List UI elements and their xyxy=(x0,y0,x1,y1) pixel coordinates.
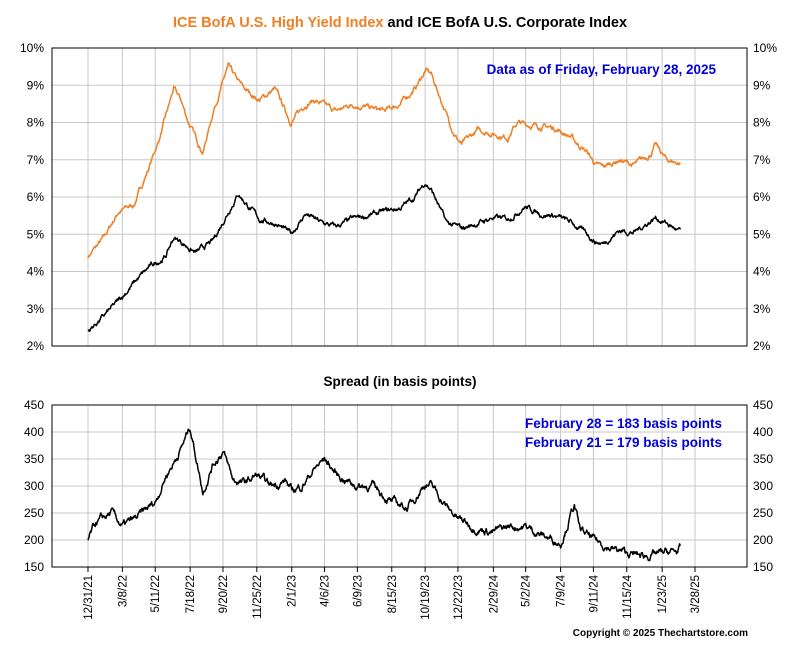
high_yield-line xyxy=(87,62,681,259)
top-y-axis-ticks: 2% 2% 3% 3% 4% 4% 5% 5% 6% 6% 7% 7% 8% 8% 9% 9% 10% 10% xyxy=(20,41,777,353)
top-y-tick-right: 2% xyxy=(753,339,771,353)
bottom-y-tick-left: 250 xyxy=(24,506,44,520)
x-tick-label: 8/15/23 xyxy=(387,575,399,613)
top-y-tick-right: 3% xyxy=(753,302,771,316)
x-tick-label: 7/9/24 xyxy=(556,574,568,607)
title-high-yield: ICE BofA U.S. High Yield Index xyxy=(173,15,384,31)
bottom-y-tick-right: 450 xyxy=(753,398,773,412)
spread-annotation-feb21: February 21 = 179 basis points xyxy=(525,435,722,450)
bottom-y-tick-left: 450 xyxy=(24,398,44,412)
top-y-tick-right: 10% xyxy=(753,41,777,55)
bottom-y-tick-left: 350 xyxy=(24,452,44,466)
x-tick-label: 12/31/21 xyxy=(83,575,95,620)
top-y-tick-right: 4% xyxy=(753,265,771,279)
spread-line xyxy=(87,428,681,562)
x-tick-label: 3/8/22 xyxy=(117,575,129,607)
top-grid xyxy=(52,48,747,346)
top-y-tick-right: 7% xyxy=(753,153,771,167)
corporate-line xyxy=(87,184,682,332)
top-y-tick-right: 8% xyxy=(753,116,771,130)
top-y-tick-left: 3% xyxy=(27,302,45,316)
top-y-tick-left: 7% xyxy=(27,153,45,167)
title-corporate: and ICE BofA U.S. Corporate Index xyxy=(383,15,627,31)
x-tick-label: 3/28/25 xyxy=(690,575,702,613)
bottom-y-tick-left: 400 xyxy=(24,425,44,439)
spread-annotation-feb28: February 28 = 183 basis points xyxy=(525,416,722,431)
x-tick-label: 2/1/23 xyxy=(287,575,299,607)
bottom-plot-frame xyxy=(51,404,748,568)
top-y-tick-right: 9% xyxy=(753,78,771,92)
x-tick-label: 10/19/23 xyxy=(420,575,432,620)
top-y-tick-left: 6% xyxy=(27,190,45,204)
top-y-tick-left: 2% xyxy=(27,339,45,353)
bottom-y-axis-ticks: 150 150 200 200 250 250 300 300 350 350 400 400 450 4… xyxy=(24,398,773,574)
bottom-y-tick-left: 150 xyxy=(24,560,44,574)
top-y-tick-right: 6% xyxy=(753,190,771,204)
top-y-tick-left: 8% xyxy=(27,116,45,130)
top-y-tick-left: 4% xyxy=(27,265,45,279)
spread-chart-title: Spread (in basis points) xyxy=(323,374,476,389)
x-tick-label: 4/6/23 xyxy=(320,575,332,607)
top-plot-frame xyxy=(51,47,748,347)
top-y-tick-right: 5% xyxy=(753,227,771,241)
bottom-y-tick-right: 150 xyxy=(753,560,773,574)
x-tick-label: 11/25/22 xyxy=(252,575,264,619)
bottom-y-tick-right: 250 xyxy=(753,506,773,520)
x-tick-label: 11/15/24 xyxy=(622,574,634,619)
x-tick-label: 9/11/24 xyxy=(588,574,600,612)
x-tick-label: 5/11/22 xyxy=(150,575,162,613)
top-y-tick-left: 9% xyxy=(27,78,45,92)
top-y-tick-left: 5% xyxy=(27,227,45,241)
top-chart-title: ICE BofA U.S. High Yield Index and ICE B… xyxy=(173,15,627,31)
bottom-y-tick-right: 300 xyxy=(753,479,773,493)
data-date-annotation: Data as of Friday, February 28, 2025 xyxy=(487,62,717,77)
top-y-tick-left: 10% xyxy=(20,41,44,55)
x-tick-label: 7/18/22 xyxy=(185,575,197,613)
x-tick-label: 9/20/22 xyxy=(218,575,230,613)
x-tick-label: 2/29/24 xyxy=(488,574,500,613)
x-tick-label: 1/23/25 xyxy=(657,575,669,613)
bottom-series xyxy=(87,428,681,562)
x-tick-label: 5/2/24 xyxy=(521,574,533,607)
x-tick-label: 6/9/23 xyxy=(352,575,364,607)
bottom-y-tick-right: 200 xyxy=(753,533,773,547)
bottom-grid xyxy=(52,405,747,567)
bottom-y-tick-right: 350 xyxy=(753,452,773,466)
x-axis-ticks: 12/31/21 3/8/22 5/11/22 7/18/22 9/20/22 11/25… xyxy=(83,567,702,620)
x-tick-label: 12/22/23 xyxy=(453,575,465,620)
copyright-text: Copyright © 2025 Thechartstore.com xyxy=(573,628,748,639)
bottom-y-tick-right: 400 xyxy=(753,425,773,439)
bottom-y-tick-left: 300 xyxy=(24,479,44,493)
bottom-y-tick-left: 200 xyxy=(24,533,44,547)
top-series xyxy=(87,62,682,332)
